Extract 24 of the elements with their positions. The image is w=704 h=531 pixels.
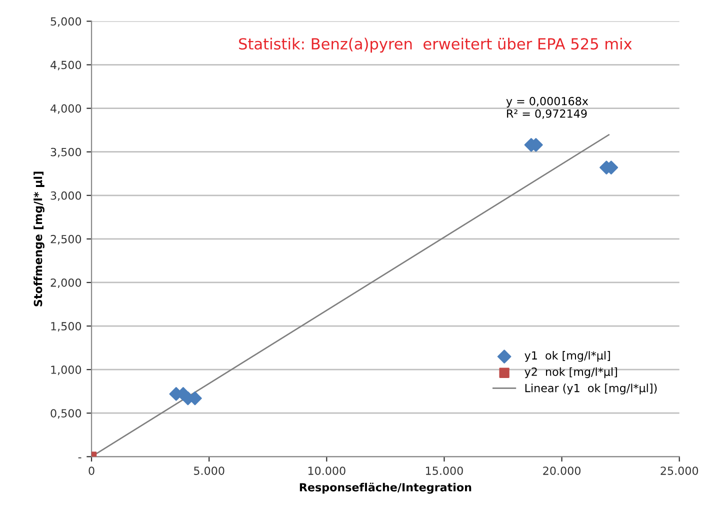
x-tick-label: 10.000 (308, 466, 346, 475)
legend-label: Linear (y1 ok [mg/l*µl]) (525, 384, 657, 394)
y-tick-label: 4,000 (50, 104, 82, 114)
x-tick-label: 20.000 (543, 466, 580, 475)
y-axis-title: Stoffmenge [mg/l* µl] (34, 172, 44, 306)
y-tick-label: 3,000 (50, 191, 82, 201)
y-tick-label: 4,500 (50, 60, 82, 70)
y-tick-label: 2,500 (50, 234, 82, 244)
legend-label: y2 nok [mg/l*µl] (524, 367, 617, 378)
x-axis-title: Responsefläche/Integration (300, 482, 472, 494)
x-tick-label: 5.000 (194, 466, 224, 475)
y-tick-label: 1,000 (51, 366, 82, 376)
y-tick-label: - (78, 457, 82, 458)
y-tick-label: 1,500 (51, 322, 82, 332)
annotation: y = 0,000168x R² = 0,972149 (506, 96, 588, 119)
text: Statistik: Benz(a)pyren erweitert über EPA 525 mix (239, 38, 632, 53)
legend-label: y1 ok [mg/l*µl] (524, 351, 610, 362)
x-tick-label: 25.000 (660, 466, 698, 475)
x-tick-label: 0 (88, 466, 94, 475)
y-tick-label: 2,000 (50, 278, 82, 288)
y-tick-label: 3,500 (50, 148, 82, 158)
y-tick-label: 5,000 (50, 17, 82, 27)
y-tick-label: 0,500 (50, 409, 82, 419)
x-tick-label: 15.000 (426, 466, 463, 475)
